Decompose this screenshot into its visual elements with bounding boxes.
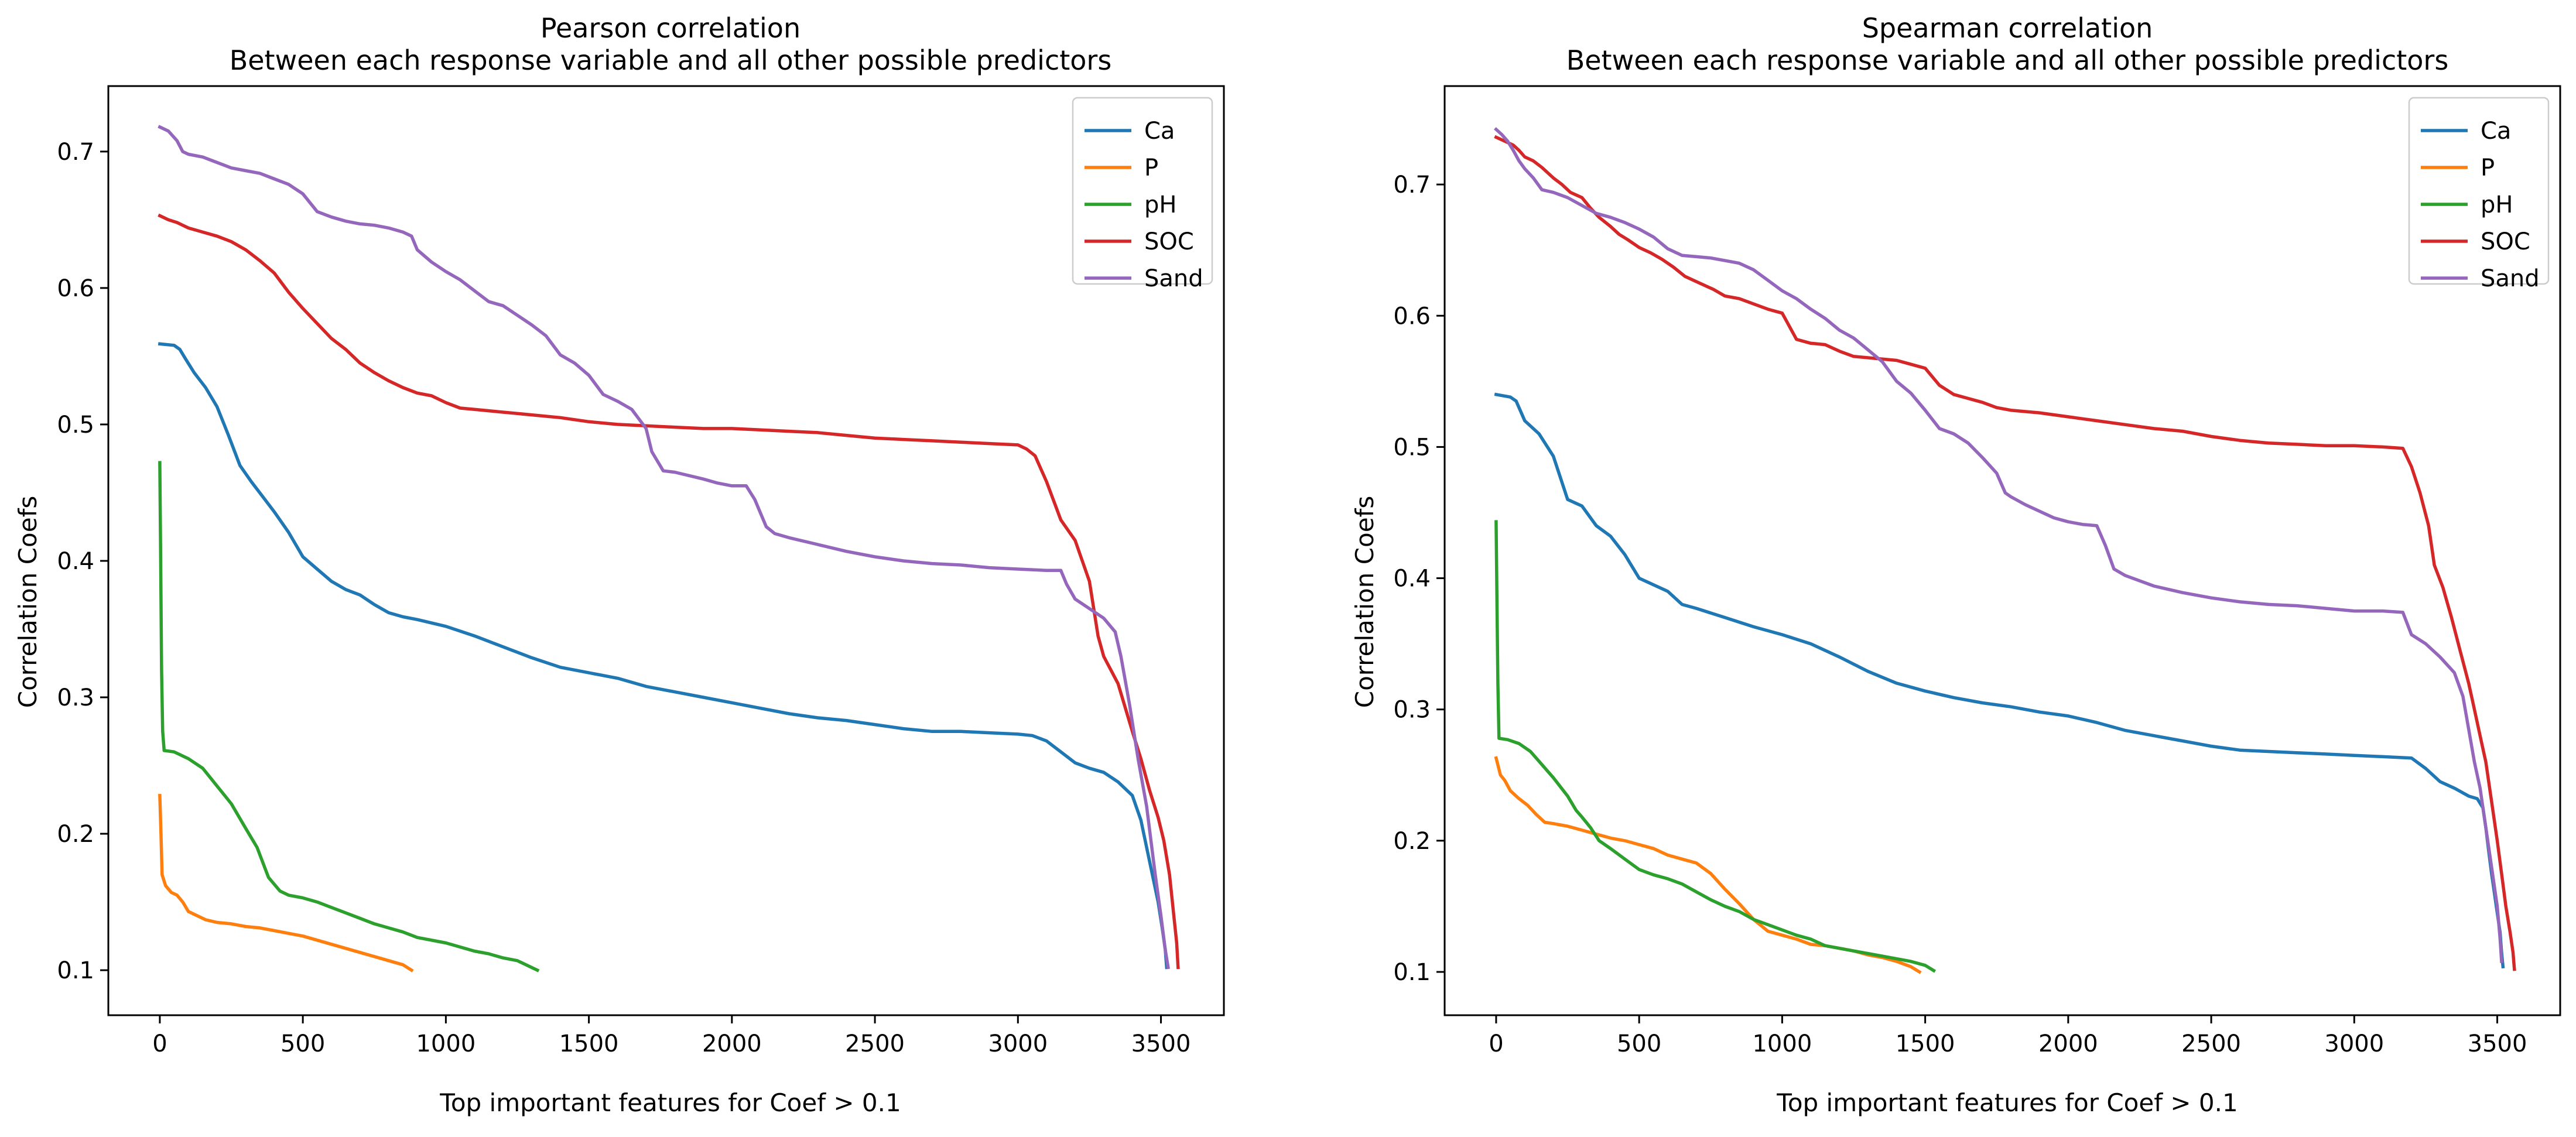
legend: Ca PpH SOC Sand <box>1072 97 1213 292</box>
y-tick-label: 0.2 <box>57 821 94 848</box>
x-tick-label: 3000 <box>2324 1030 2384 1057</box>
plot-frame <box>1443 85 2561 1016</box>
legend-label-p: P <box>2481 155 2495 181</box>
x-tick-label: 1000 <box>1752 1030 1812 1057</box>
x-tick-label: 500 <box>280 1030 325 1057</box>
x-tick-label: 2500 <box>2181 1030 2241 1057</box>
series-line-p <box>158 793 414 972</box>
x-axis-label: Top important features for Coef > 0.1 <box>1776 1088 2238 1117</box>
chart-title: Spearman correlation <box>1862 12 2153 44</box>
legend-label-ca: Ca <box>1144 118 1175 145</box>
x-tick-label: 2000 <box>2038 1030 2098 1057</box>
series-line-ph <box>1494 520 1937 973</box>
x-tick-label: 2000 <box>702 1030 762 1057</box>
x-tick-label: 1500 <box>1896 1030 1955 1057</box>
series-line-sand <box>158 125 1170 970</box>
legend-label-sand: Sand <box>1144 265 1203 292</box>
x-tick-label: 0 <box>152 1030 167 1057</box>
chart-subtitle: Between each response variable and all o… <box>230 44 1112 76</box>
legend-label-ph: pH <box>1144 191 1176 218</box>
y-tick-label: 0.6 <box>1393 303 1431 330</box>
legend-label-ph: pH <box>2481 191 2513 218</box>
legend-label-p: P <box>1144 155 1158 181</box>
series-line-ca <box>158 342 1169 970</box>
axis-ticks: 0 500 1000 1500 2000 2500 3000 3500 0.1 0.2 0.3 0.4… <box>1393 172 2527 1057</box>
x-axis-label: Top important features for Coef > 0.1 <box>439 1088 901 1117</box>
x-tick-label: 3000 <box>988 1030 1048 1057</box>
x-tick-label: 1000 <box>416 1030 475 1057</box>
y-tick-label: 0.6 <box>57 275 94 302</box>
plot-lines <box>1494 127 2516 974</box>
axis-ticks: 0 500 1000 1500 2000 2500 3000 3500 0.1 0.2 0.3 0.4… <box>57 139 1190 1057</box>
legend-label-sand: Sand <box>2481 265 2540 292</box>
legend-label-soc: SOC <box>1144 228 1194 255</box>
y-tick-label: 0.3 <box>57 684 94 711</box>
legend-box <box>1072 97 1213 285</box>
y-tick-label: 0.2 <box>1393 828 1431 855</box>
spearman-chart: Spearman correlation Between each respon… <box>1350 12 2561 1117</box>
y-tick-label: 0.4 <box>1393 566 1431 593</box>
y-tick-label: 0.1 <box>57 957 94 984</box>
legend-label-ca: Ca <box>2481 118 2511 145</box>
x-tick-label: 2500 <box>845 1030 905 1057</box>
x-tick-label: 0 <box>1489 1030 1503 1057</box>
series-line-soc <box>158 213 1180 970</box>
legend: Ca PpH SOC Sand <box>2408 97 2550 292</box>
pearson-chart: Pearson correlation Between each respons… <box>13 12 1225 1117</box>
series-line-ph <box>158 461 540 972</box>
x-tick-label: 1500 <box>559 1030 619 1057</box>
x-tick-label: 500 <box>1617 1030 1661 1057</box>
y-axis-label: Correlation Coefs <box>13 496 42 708</box>
x-tick-label: 3500 <box>2468 1030 2527 1057</box>
y-tick-label: 0.7 <box>57 139 94 166</box>
y-tick-label: 0.5 <box>1393 434 1431 461</box>
chart-subtitle: Between each response variable and all o… <box>1566 44 2449 76</box>
legend-label-soc: SOC <box>2481 228 2530 255</box>
y-tick-label: 0.5 <box>57 412 94 439</box>
plot-frame <box>107 85 1225 1016</box>
y-tick-label: 0.1 <box>1393 959 1431 986</box>
y-tick-label: 0.4 <box>57 548 94 575</box>
y-tick-label: 0.7 <box>1393 172 1431 198</box>
y-axis-label: Correlation Coefs <box>1350 496 1379 708</box>
y-tick-label: 0.3 <box>1393 697 1431 724</box>
series-line-sand <box>1494 127 2503 964</box>
legend-box <box>2408 97 2550 285</box>
series-line-ca <box>1494 392 2505 969</box>
chart-title: Pearson correlation <box>540 12 800 44</box>
x-tick-label: 3500 <box>1131 1030 1191 1057</box>
plot-lines <box>158 125 1180 972</box>
